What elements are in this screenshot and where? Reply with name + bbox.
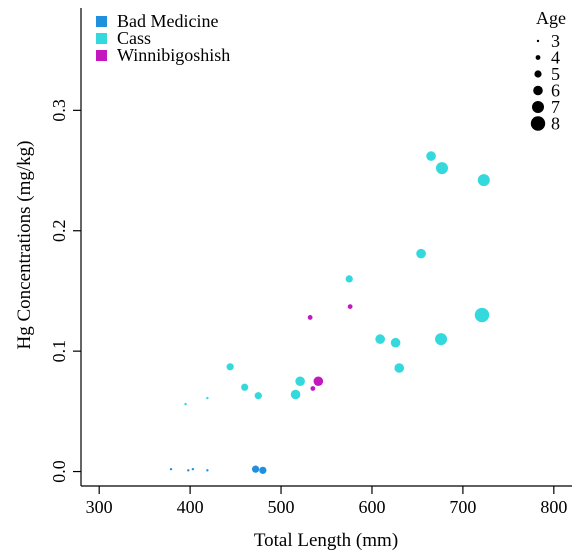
legend-swatch — [96, 33, 107, 44]
x-tick-label: 800 — [540, 497, 567, 517]
data-point — [226, 363, 234, 371]
data-point — [426, 151, 436, 161]
data-point — [206, 469, 209, 472]
data-point — [295, 376, 305, 387]
legend-label: Cass — [117, 28, 151, 48]
size-legend-marker — [532, 101, 544, 113]
size-legend-label: 7 — [551, 97, 560, 117]
x-tick-label: 300 — [86, 497, 113, 517]
data-point — [259, 466, 267, 474]
data-point — [474, 307, 490, 323]
data-point — [477, 174, 490, 187]
size-legend-marker — [533, 85, 543, 96]
data-point — [254, 392, 262, 400]
data-point — [307, 315, 313, 320]
data-point — [191, 467, 195, 471]
data-points — [169, 151, 490, 474]
legend-swatch — [96, 50, 107, 61]
size-legend-label: 6 — [551, 81, 560, 101]
data-point — [187, 469, 190, 472]
data-point — [416, 248, 426, 259]
data-point — [390, 337, 401, 348]
y-tick-label: 0.3 — [49, 99, 69, 122]
size-legend-label: 4 — [551, 48, 560, 68]
data-point — [169, 467, 173, 471]
x-tick-label: 400 — [177, 497, 204, 517]
data-point — [251, 465, 260, 473]
data-point — [206, 396, 209, 400]
x-tick-label: 700 — [449, 497, 476, 517]
data-point — [347, 304, 353, 309]
data-point — [290, 389, 301, 400]
y-axis-ticks: 0.0 0.1 0.2 0.3 — [49, 99, 81, 483]
legend-label: Winnibigoshish — [117, 45, 230, 65]
data-point — [313, 376, 324, 387]
legend-label: Bad Medicine — [117, 11, 218, 31]
data-point — [241, 383, 249, 391]
x-tick-label: 600 — [358, 497, 385, 517]
y-tick-label: 0.2 — [49, 219, 69, 242]
size-legend-marker — [536, 39, 540, 43]
size-legend-label: 5 — [551, 64, 560, 84]
size-legend-marker — [534, 70, 542, 78]
data-point — [435, 162, 448, 175]
plot-frame — [80, 8, 572, 487]
size-legend-label: 8 — [551, 114, 560, 134]
data-point — [394, 363, 405, 373]
legend-swatch — [96, 16, 107, 27]
data-point — [375, 334, 385, 344]
size-legend-title: Age — [536, 8, 566, 28]
size-legend-marker — [530, 116, 546, 131]
data-point — [435, 333, 448, 346]
x-axis-title: Total Length (mm) — [254, 530, 398, 551]
size-legend-label: 3 — [551, 31, 560, 51]
y-tick-label: 0.0 — [49, 460, 69, 483]
data-point — [184, 402, 187, 406]
y-tick-label: 0.1 — [49, 340, 69, 363]
size-legend-marker — [535, 55, 541, 60]
x-tick-label: 500 — [268, 497, 295, 517]
data-point — [345, 275, 353, 283]
y-axis-title: Hg Concentrations (mg/kg) — [14, 141, 35, 350]
x-axis-ticks: 300 400 500 600 700 800 — [86, 486, 567, 517]
data-point — [310, 386, 316, 391]
